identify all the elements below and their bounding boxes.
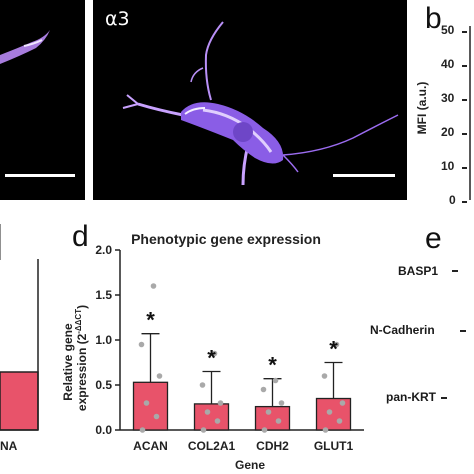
panel-b-ytick-mark: [462, 99, 467, 101]
panel-b-ytick-mark: [462, 65, 467, 67]
significance-star: *: [329, 337, 338, 362]
channel-label: α3: [105, 8, 130, 30]
y-tick-label: 1.0: [95, 333, 112, 347]
chart-xlabel: Gene: [235, 458, 265, 472]
x-tick-label: CDH2: [256, 439, 289, 453]
scalebar-alpha3: [333, 174, 395, 177]
panel-letter-d: d: [72, 220, 89, 253]
data-point: [150, 283, 157, 289]
data-point: [333, 341, 340, 348]
panel-b-ytick: 30: [441, 91, 455, 105]
bar: [132, 381, 169, 431]
bar: [315, 397, 352, 431]
panel-e-row-dash-1: [452, 270, 458, 272]
data-point: [138, 341, 145, 348]
data-point: [272, 377, 279, 384]
bar: [193, 403, 230, 431]
panel-b-ytick: 0: [449, 193, 456, 207]
data-point: [214, 418, 221, 424]
data-point: [143, 400, 150, 406]
micrograph-alpha3: α3: [93, 0, 407, 200]
chart-ylabel-line2: expression (2-ΔΔCT): [74, 305, 89, 411]
panel-b-axis: MFI (a.u.): [415, 26, 471, 200]
data-point: [156, 373, 163, 379]
data-point: [260, 386, 267, 393]
cell-image-alpha3: [122, 21, 399, 186]
data-point: [153, 413, 160, 420]
data-point: [339, 400, 346, 406]
x-tick-label: COL2A1: [188, 439, 236, 453]
data-point: [139, 427, 146, 433]
panel-b-ytick-mark: [462, 167, 467, 169]
panel-e-row-dash-2: [460, 330, 466, 332]
panel-b-ytick: 40: [441, 57, 455, 71]
panel-c-bar: [0, 371, 39, 431]
panel-c-fragment: NA: [0, 224, 39, 453]
data-point: [275, 418, 282, 424]
cell-image-left: [0, 30, 50, 64]
data-point: [326, 409, 333, 415]
micrograph-left: [0, 0, 85, 200]
significance-star: *: [207, 346, 216, 371]
x-tick-label: ACAN: [133, 439, 168, 453]
data-point: [265, 409, 272, 415]
panel-e-row-basp1: BASP1: [398, 264, 439, 278]
x-tick-label: GLUT1: [314, 439, 354, 453]
data-point: [199, 382, 206, 388]
panel-b-ytick: 10: [441, 159, 455, 173]
data-point: [211, 350, 218, 357]
panel-b-ytick-mark: [462, 201, 467, 203]
data-point: [321, 373, 328, 379]
chart-phenotypic-gene-expression: Phenotypic gene expression Relative gene…: [61, 231, 364, 472]
data-point: [204, 409, 211, 415]
panel-e-row-pankrt: pan-KRT: [386, 390, 436, 404]
panel-b-ytick: 20: [441, 125, 455, 139]
data-point: [336, 418, 343, 424]
panel-letter-e: e: [425, 222, 442, 255]
panel-b-ylabel: MFI (a.u.): [415, 82, 429, 135]
data-point: [261, 427, 268, 433]
chart-ylabel-line1: Relative gene: [61, 323, 75, 401]
significance-star: *: [268, 353, 277, 378]
data-point: [278, 400, 285, 406]
bar: [254, 405, 291, 431]
panel-letter-b: b: [425, 2, 442, 35]
panel-b-ytick-mark: [462, 31, 467, 33]
panel-b-ytick: 50: [441, 23, 455, 37]
significance-star: *: [146, 308, 155, 333]
y-tick-label: 1.5: [95, 288, 112, 302]
panel-e-row-ncadherin: N-Cadherin: [370, 323, 435, 337]
data-point: [322, 427, 329, 433]
scalebar-left: [5, 174, 75, 177]
data-point: [217, 400, 224, 406]
chart-title: Phenotypic gene expression: [131, 231, 321, 247]
data-point: [200, 427, 207, 433]
panel-e-row-dash-3: [441, 397, 447, 399]
y-tick-label: 2.0: [95, 243, 112, 257]
y-tick-label: 0.5: [95, 378, 112, 392]
panel-b-ytick-mark: [462, 133, 467, 135]
panel-c-xlabel: NA: [0, 439, 18, 453]
y-tick-label: 0.0: [95, 423, 112, 437]
